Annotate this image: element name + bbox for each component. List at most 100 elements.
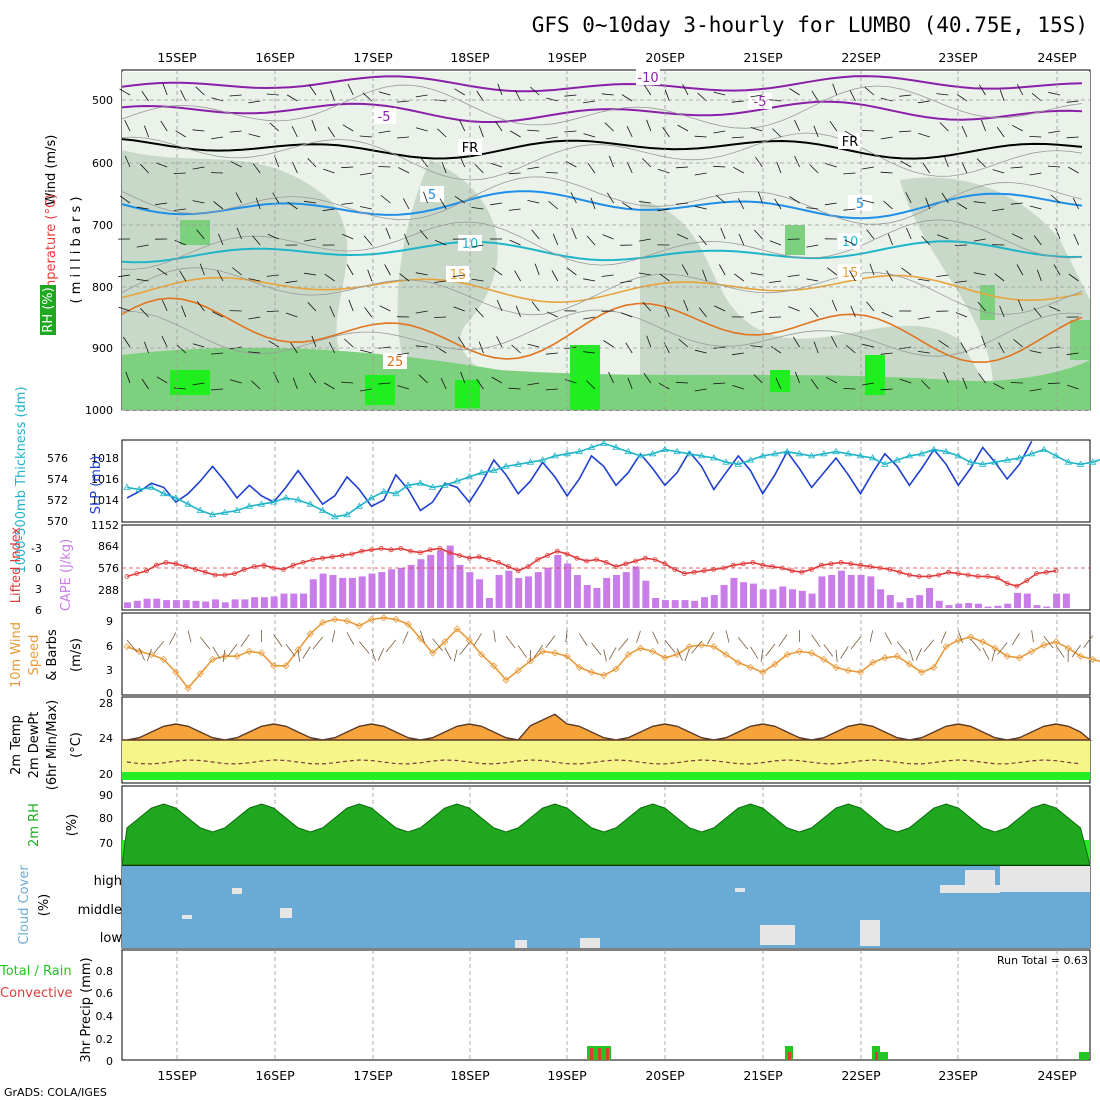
wind-barb	[887, 233, 893, 246]
lifted-tick: 6	[35, 604, 42, 617]
wind-barb	[843, 208, 856, 211]
wind-barb	[251, 380, 261, 390]
wind10-point	[539, 647, 547, 655]
wind10-point	[477, 651, 486, 659]
cloud-block	[735, 888, 745, 892]
thickness-point	[477, 468, 486, 476]
cloud-block	[1050, 866, 1090, 884]
wind-barb	[210, 388, 224, 391]
cape-bar	[808, 593, 816, 608]
lifted-point	[867, 564, 873, 569]
lifted-point	[447, 550, 453, 555]
wind-barb	[192, 200, 205, 204]
wind-barb	[824, 202, 837, 206]
wind-barb	[830, 336, 838, 348]
wind-barb	[545, 172, 558, 174]
wind-barb	[772, 128, 782, 138]
wind-barb	[398, 167, 410, 174]
wind-barb	[509, 239, 521, 246]
run-total-label: Run Total = 0.63	[997, 954, 1088, 967]
pressure-tick: 1000	[85, 404, 113, 417]
wind-barb	[906, 227, 912, 240]
rh-contour-1	[121, 132, 1083, 181]
wind-barb	[880, 171, 893, 174]
wind10-point	[196, 670, 204, 678]
wind-barb	[161, 336, 168, 348]
contour-label-bg	[748, 93, 772, 109]
wind-barb	[229, 379, 242, 384]
wind10-tick: 9	[106, 615, 113, 628]
cape-bar	[818, 576, 826, 608]
date-label-bottom: 16SEP	[255, 1068, 295, 1083]
wind10-barb	[778, 634, 788, 647]
wind10-barb	[517, 645, 527, 658]
lifted-point	[417, 550, 423, 555]
cape-bar	[945, 605, 953, 608]
date-label-top: 24SEP	[1037, 50, 1077, 65]
wind-barb	[266, 93, 279, 96]
thickness-point	[159, 489, 168, 497]
wind10-point	[270, 662, 278, 670]
wind-barb	[342, 233, 354, 240]
wind-barb	[999, 89, 1005, 102]
wind10-barb	[545, 635, 556, 648]
cape-bar	[1043, 606, 1051, 608]
wind-barb	[476, 378, 484, 390]
thickness-point	[563, 450, 571, 457]
wind-barb	[976, 158, 986, 168]
contour-label-bg	[446, 266, 470, 282]
wind-barb	[694, 205, 707, 210]
contour-label-bg	[838, 133, 862, 149]
wind-barb	[211, 136, 224, 140]
thickness-tick: 572	[47, 494, 68, 507]
wind10-point	[429, 649, 437, 657]
wind-barb	[211, 97, 224, 102]
wind10-point	[343, 617, 351, 625]
wind10-barb	[331, 630, 336, 643]
wind-barb	[826, 376, 837, 384]
wind-barb	[899, 94, 912, 97]
thickness-point	[795, 450, 804, 457]
wind10-point	[282, 662, 290, 670]
wind-barb	[937, 234, 949, 240]
lifted-point	[995, 575, 1000, 581]
wind-barb	[608, 155, 614, 168]
lifted-point	[975, 574, 981, 579]
wind-barb	[118, 306, 131, 312]
wind-barb	[883, 200, 893, 210]
wind-barb	[806, 244, 819, 248]
cape-bar	[935, 600, 943, 608]
cloud-block	[182, 915, 192, 919]
wind-barb	[1017, 299, 1024, 312]
cape-bar	[779, 586, 787, 608]
slp-tick: 1014	[91, 494, 119, 507]
cape-bar	[593, 587, 601, 608]
wind10-point	[233, 652, 241, 660]
cape-bar	[309, 579, 317, 608]
contour-label: 10	[462, 237, 479, 252]
thickness-point	[954, 452, 963, 459]
wind-barb	[179, 270, 187, 282]
cape-bar	[212, 599, 219, 608]
temp-contour-4	[121, 240, 1083, 264]
rh-contour-2	[121, 176, 1083, 225]
wind10-barb	[676, 648, 683, 661]
wind-barb	[346, 264, 354, 276]
wind10-barb	[138, 648, 145, 661]
wind10-barb	[297, 649, 300, 662]
wind10-barb	[1071, 644, 1081, 658]
wind-barb	[341, 166, 354, 169]
cape-bar	[740, 582, 748, 608]
cape-bar	[984, 606, 992, 608]
wind10-barb	[126, 639, 138, 653]
wind-barb	[604, 122, 614, 132]
wind-barb	[794, 371, 800, 384]
wind-barb	[917, 351, 930, 354]
wind-barb	[119, 195, 131, 204]
cape-bar	[300, 593, 307, 608]
wind-barb	[478, 125, 484, 138]
wind-barb	[886, 270, 893, 282]
thickness-point	[673, 447, 681, 455]
thickness-point	[1040, 445, 1048, 452]
label-rh2m-unit: (%)	[65, 814, 80, 837]
